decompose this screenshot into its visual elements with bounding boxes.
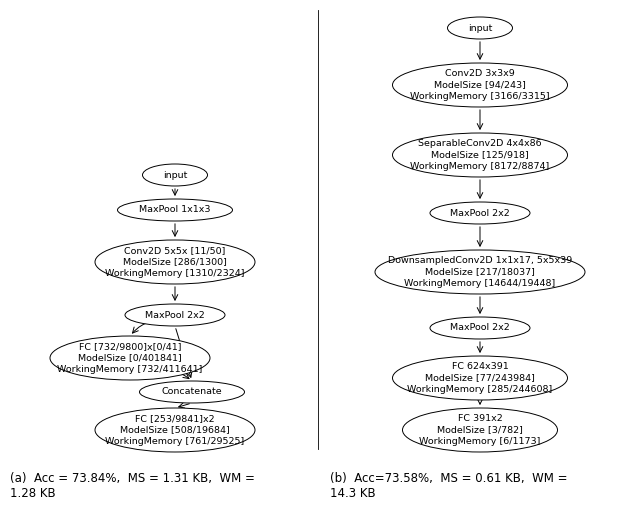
Text: FC [253/9841]x2
ModelSize [508/19684]
WorkingMemory [761/29525]: FC [253/9841]x2 ModelSize [508/19684] Wo…	[106, 414, 244, 446]
Text: MaxPool 1x1x3: MaxPool 1x1x3	[140, 206, 211, 214]
Text: input: input	[163, 171, 187, 180]
Text: FC [732/9800]x[0/41]
ModelSize [0/401841]
WorkingMemory [732/411641]: FC [732/9800]x[0/41] ModelSize [0/401841…	[58, 342, 203, 374]
Ellipse shape	[95, 240, 255, 284]
Ellipse shape	[403, 408, 557, 452]
Ellipse shape	[375, 250, 585, 294]
Text: FC 624x391
ModelSize [77/243984]
WorkingMemory [285/244608]: FC 624x391 ModelSize [77/243984] Working…	[408, 362, 552, 394]
Text: Conv2D 5x5x [11/50]
ModelSize [286/1300]
WorkingMemory [1310/2324]: Conv2D 5x5x [11/50] ModelSize [286/1300]…	[105, 246, 244, 278]
Ellipse shape	[95, 408, 255, 452]
Ellipse shape	[118, 199, 232, 221]
Ellipse shape	[392, 133, 568, 177]
Text: (b)  Acc=73.58%,  MS = 0.61 KB,  WM =
14.3 KB: (b) Acc=73.58%, MS = 0.61 KB, WM = 14.3 …	[330, 472, 568, 500]
Ellipse shape	[50, 336, 210, 380]
Ellipse shape	[143, 164, 207, 186]
Ellipse shape	[430, 202, 530, 224]
Text: MaxPool 2x2: MaxPool 2x2	[145, 310, 205, 320]
Text: DownsampledConv2D 1x1x17, 5x5x39
ModelSize [217/18037]
WorkingMemory [14644/1944: DownsampledConv2D 1x1x17, 5x5x39 ModelSi…	[388, 256, 572, 288]
Text: Conv2D 3x3x9
ModelSize [94/243]
WorkingMemory [3166/3315]: Conv2D 3x3x9 ModelSize [94/243] WorkingM…	[410, 69, 550, 101]
Ellipse shape	[140, 381, 244, 403]
Ellipse shape	[430, 317, 530, 339]
Text: (a)  Acc = 73.84%,  MS = 1.31 KB,  WM =
1.28 KB: (a) Acc = 73.84%, MS = 1.31 KB, WM = 1.2…	[10, 472, 255, 500]
Text: MaxPool 2x2: MaxPool 2x2	[450, 324, 510, 332]
Ellipse shape	[392, 63, 568, 107]
Ellipse shape	[392, 356, 568, 400]
Text: Concatenate: Concatenate	[162, 387, 222, 397]
Ellipse shape	[447, 17, 513, 39]
Ellipse shape	[125, 304, 225, 326]
Text: input: input	[468, 23, 492, 33]
Text: SeparableConv2D 4x4x86
ModelSize [125/918]
WorkingMemory [8172/8874]: SeparableConv2D 4x4x86 ModelSize [125/91…	[410, 139, 550, 171]
Text: MaxPool 2x2: MaxPool 2x2	[450, 209, 510, 217]
Text: FC 391x2
ModelSize [3/782]
WorkingMemory [6/1173]: FC 391x2 ModelSize [3/782] WorkingMemory…	[419, 414, 541, 446]
